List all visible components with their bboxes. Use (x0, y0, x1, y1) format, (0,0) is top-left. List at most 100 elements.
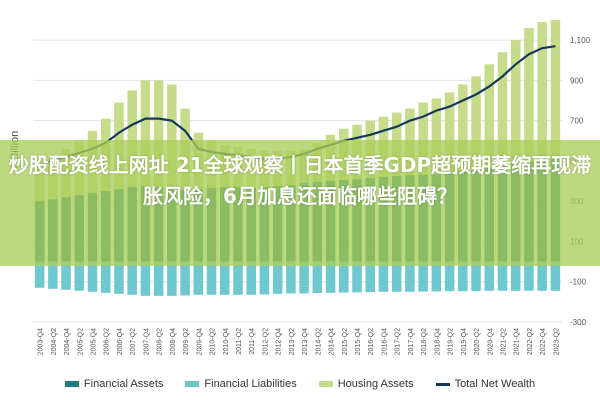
bar-housing-assets (127, 90, 137, 188)
bar-financial-liabilities (339, 261, 349, 293)
x-axis-ticks: 2003-Q4 2004-Q2 2004-Q4 2005-Q2 2005-Q4 2006-… (38, 328, 561, 355)
x-tick-label: 2022-Q2 (527, 328, 534, 355)
bar-financial-liabilities (325, 261, 336, 293)
bar-housing-assets (510, 40, 521, 164)
x-tick-label: 2010-Q4 (223, 328, 230, 355)
x-tick-label: 2020-Q2 (474, 328, 481, 355)
bar-financial-liabilities (153, 261, 164, 296)
bar-financial-liabilities (114, 261, 124, 294)
bar-financial-liabilities (484, 261, 495, 291)
bar-housing-assets (458, 84, 468, 171)
bar-financial-liabilities (405, 261, 415, 292)
bar-financial-liabilities (444, 261, 455, 292)
bar-financial-liabilities (391, 261, 402, 292)
x-tick-label: 2005-Q2 (77, 328, 84, 355)
bar-housing-assets (431, 98, 442, 175)
bar-financial-liabilities (550, 261, 561, 291)
bar-financial-liabilities (48, 261, 58, 289)
x-tick-label: 2020-Q4 (487, 328, 494, 355)
x-tick-label: 2009-Q4 (196, 328, 203, 355)
bar-housing-assets (497, 52, 508, 166)
bar-financial-liabilities (312, 261, 323, 294)
legend-label: Financial Assets (83, 378, 164, 390)
x-tick-label: 2005-Q4 (91, 328, 98, 355)
bar-financial-liabilities (524, 261, 534, 291)
x-tick-label: 2014-Q4 (329, 328, 336, 355)
bar-housing-assets (153, 80, 164, 188)
bar-financial-liabilities (206, 261, 217, 295)
legend-item: Total Net Wealth (435, 378, 536, 390)
x-tick-label: 2022-Q4 (540, 328, 547, 355)
x-tick-label: 2007-Q2 (130, 328, 137, 355)
x-tick-label: 2004-Q2 (51, 328, 58, 355)
bar-housing-assets (167, 84, 177, 190)
x-tick-label: 2004-Q4 (64, 328, 71, 355)
legend-swatch (185, 381, 200, 387)
x-tick-label: 2006-Q4 (117, 328, 124, 355)
chart-legend: Financial Assets Financial Liabilities Hou… (0, 374, 600, 394)
legend-swatch (318, 381, 333, 387)
x-tick-label: 2017-Q2 (395, 328, 402, 355)
bar-financial-liabilities (193, 261, 204, 295)
x-tick-label: 2013-Q2 (289, 328, 296, 355)
bar-housing-assets (444, 92, 455, 174)
x-tick-label: 2018-Q4 (434, 328, 441, 355)
bar-housing-assets (140, 80, 151, 187)
bar-financial-liabilities (352, 261, 362, 293)
x-tick-label: 2016-Q4 (381, 328, 388, 355)
y-tick-label: 700 (570, 117, 584, 126)
bar-financial-liabilities (87, 261, 98, 292)
x-tick-label: 2015-Q2 (342, 328, 349, 355)
x-tick-label: 2003-Q4 (38, 328, 45, 355)
x-tick-label: 2016-Q2 (368, 328, 375, 355)
bar-housing-assets (418, 102, 428, 176)
bar-housing-assets (550, 20, 561, 159)
x-tick-label: 2008-Q2 (157, 328, 164, 355)
bar-financial-liabilities (272, 261, 283, 294)
x-tick-label: 2017-Q4 (408, 328, 415, 355)
legend-label: Total Net Wealth (454, 378, 536, 390)
bar-financial-liabilities (233, 261, 243, 295)
x-tick-label: 2007-Q4 (143, 328, 150, 355)
bar-financial-liabilities (220, 261, 230, 295)
y-tick-label: 900 (570, 76, 584, 85)
legend-item: Housing Assets (318, 378, 414, 390)
bar-financial-liabilities (286, 261, 296, 294)
headline-text[interactable]: 炒股配资线上网址 21全球观察丨日本首季GDP超预期萎缩再现滞胀风险，6月加息还… (8, 153, 592, 208)
x-tick-label: 2019-Q4 (461, 328, 468, 355)
legend-swatch (64, 381, 79, 387)
bar-financial-liabilities (127, 261, 137, 295)
bar-financial-liabilities (167, 261, 177, 296)
bar-financial-liabilities (471, 261, 481, 291)
headline-banner: 炒股配资线上网址 21全球观察丨日本首季GDP超预期萎缩再现滞胀风险，6月加息还… (0, 140, 600, 266)
bar-housing-assets (537, 22, 547, 161)
x-tick-label: 2012-Q4 (276, 328, 283, 355)
x-tick-label: 2009-Q2 (183, 328, 190, 355)
bar-housing-assets (524, 28, 534, 162)
y-tick-label: -100 (570, 278, 587, 287)
y-tick-label: -300 (570, 318, 587, 327)
x-tick-label: 2021-Q2 (500, 328, 507, 355)
x-tick-label: 2014-Q2 (315, 328, 322, 355)
legend-label: Housing Assets (337, 378, 414, 390)
legend-item: Financial Assets (64, 378, 164, 390)
bar-financial-liabilities (458, 261, 468, 292)
x-tick-label: 2019-Q2 (448, 328, 455, 355)
x-tick-label: 2010-Q2 (210, 328, 217, 355)
bar-financial-liabilities (34, 261, 45, 288)
bar-financial-liabilities (497, 261, 508, 291)
x-tick-label: 2006-Q2 (104, 328, 111, 355)
x-tick-label: 2008-Q4 (170, 328, 177, 355)
x-tick-label: 2018-Q2 (421, 328, 428, 355)
bar-housing-assets (471, 76, 481, 170)
x-tick-label: 2012-Q2 (262, 328, 269, 355)
bar-financial-liabilities (140, 261, 151, 296)
bar-housing-assets (484, 64, 495, 168)
bar-financial-liabilities (259, 261, 270, 295)
bar-financial-liabilities (100, 261, 111, 293)
x-tick-label: 2023-Q2 (553, 328, 560, 355)
bar-financial-liabilities (74, 261, 85, 291)
legend-item: Financial Liabilities (185, 378, 297, 390)
bar-financial-liabilities (365, 261, 375, 293)
legend-swatch (435, 382, 450, 386)
